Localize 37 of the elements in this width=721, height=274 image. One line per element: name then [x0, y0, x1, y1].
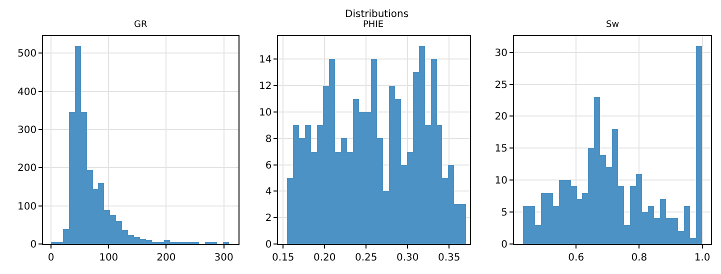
x-tick-label: 100	[99, 252, 118, 264]
chart-title: PHIE	[363, 20, 384, 30]
y-tick-label: 2	[265, 213, 272, 224]
y-tick-label: 300	[18, 125, 37, 136]
y-tick-label: 20	[494, 112, 508, 123]
y-tick-label: 8	[265, 134, 272, 145]
x-tick-label: 0	[48, 252, 54, 264]
y-tick-label: 4	[265, 186, 272, 198]
y-tick-label: 12	[259, 81, 272, 92]
y-tick-label: 100	[18, 201, 37, 212]
y-tick-label: 6	[265, 160, 272, 172]
y-tick-label: 5	[501, 208, 508, 219]
y-tick-label: 0	[30, 240, 37, 250]
x-tick-label: 0.6	[568, 252, 584, 264]
x-tick-label: 0.30	[396, 252, 419, 264]
y-tick-label: 30	[494, 48, 508, 59]
y-tick-label: 400	[18, 86, 37, 98]
y-tick-label: 500	[18, 48, 37, 60]
x-tick-label: 300	[214, 252, 234, 264]
x-tick-label: 0.15	[272, 252, 294, 264]
chart-title: GR	[134, 20, 148, 30]
y-tick-label: 15	[494, 144, 508, 155]
x-tick-label: 0.25	[354, 252, 378, 264]
x-tick-label: 0.20	[313, 252, 336, 264]
y-tick-label: 10	[494, 176, 508, 187]
chart-title: Sw	[606, 20, 620, 30]
y-tick-label: 0	[501, 240, 508, 250]
x-tick-label: 0.8	[631, 252, 648, 264]
x-tick-label: 0.35	[438, 252, 460, 264]
y-tick-label: 25	[494, 80, 508, 91]
y-tick-label: 200	[18, 163, 37, 174]
y-tick-label: 0	[265, 240, 272, 250]
x-tick-label: 200	[156, 252, 176, 264]
x-tick-label: 1.0	[694, 252, 710, 264]
y-tick-label: 14	[259, 54, 272, 66]
y-tick-label: 10	[259, 107, 272, 118]
text: Distributions	[345, 9, 409, 20]
